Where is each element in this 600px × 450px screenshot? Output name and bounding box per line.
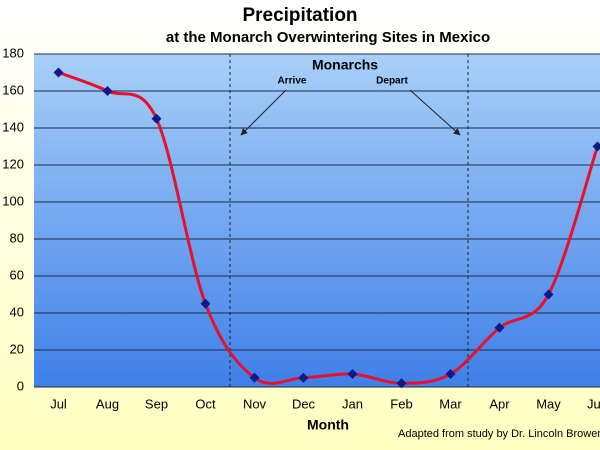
y-tick-label: 100 [2, 193, 24, 208]
x-tick-label: Jun [587, 396, 600, 411]
y-tick-label: 60 [10, 267, 24, 282]
arrow [409, 89, 461, 136]
arrow [240, 89, 287, 136]
y-tick-label: 0 [17, 378, 24, 393]
x-tick-label: Mar [439, 396, 462, 411]
y-tick-label: 120 [2, 156, 24, 171]
annotation: Monarchs [312, 57, 378, 73]
y-tick-label: 180 [2, 45, 24, 60]
data-point [200, 298, 211, 309]
x-axis-title: Month [307, 417, 349, 433]
data-point [445, 369, 456, 380]
data-point [347, 369, 358, 380]
y-tick-label: 80 [10, 230, 24, 245]
data-point [102, 86, 113, 96]
plot-area [34, 54, 600, 387]
source-note: Adapted from study by Dr. Lincoln Brower [398, 428, 600, 440]
annotation: Depart [376, 76, 408, 87]
data-point [592, 141, 600, 152]
x-tick-label: Aug [96, 396, 119, 411]
annotation: Arrive [278, 76, 307, 87]
x-tick-label: Jul [50, 396, 67, 411]
chart-title: Precipitation [242, 5, 357, 26]
x-tick-label: Dec [292, 396, 316, 411]
data-point [298, 372, 309, 383]
y-tick-label: 140 [2, 119, 24, 134]
x-tick-label: Sep [145, 396, 168, 411]
x-tick-label: May [536, 396, 561, 411]
x-tick-label: Apr [489, 396, 510, 411]
data-point [543, 289, 554, 300]
y-tick-label: 20 [10, 341, 24, 356]
data-point [494, 322, 505, 333]
data-point [151, 113, 162, 124]
x-tick-label: Feb [390, 396, 412, 411]
x-tick-label: Jan [342, 396, 363, 411]
y-tick-label: 160 [2, 82, 24, 97]
y-tick-label: 40 [10, 304, 24, 319]
data-point [396, 378, 407, 389]
data-point [53, 67, 64, 78]
data-point [249, 372, 260, 383]
chart-subtitle: at the Monarch Overwintering Sites in Me… [166, 29, 490, 46]
x-tick-label: Nov [243, 396, 267, 411]
x-tick-label: Oct [195, 396, 216, 411]
